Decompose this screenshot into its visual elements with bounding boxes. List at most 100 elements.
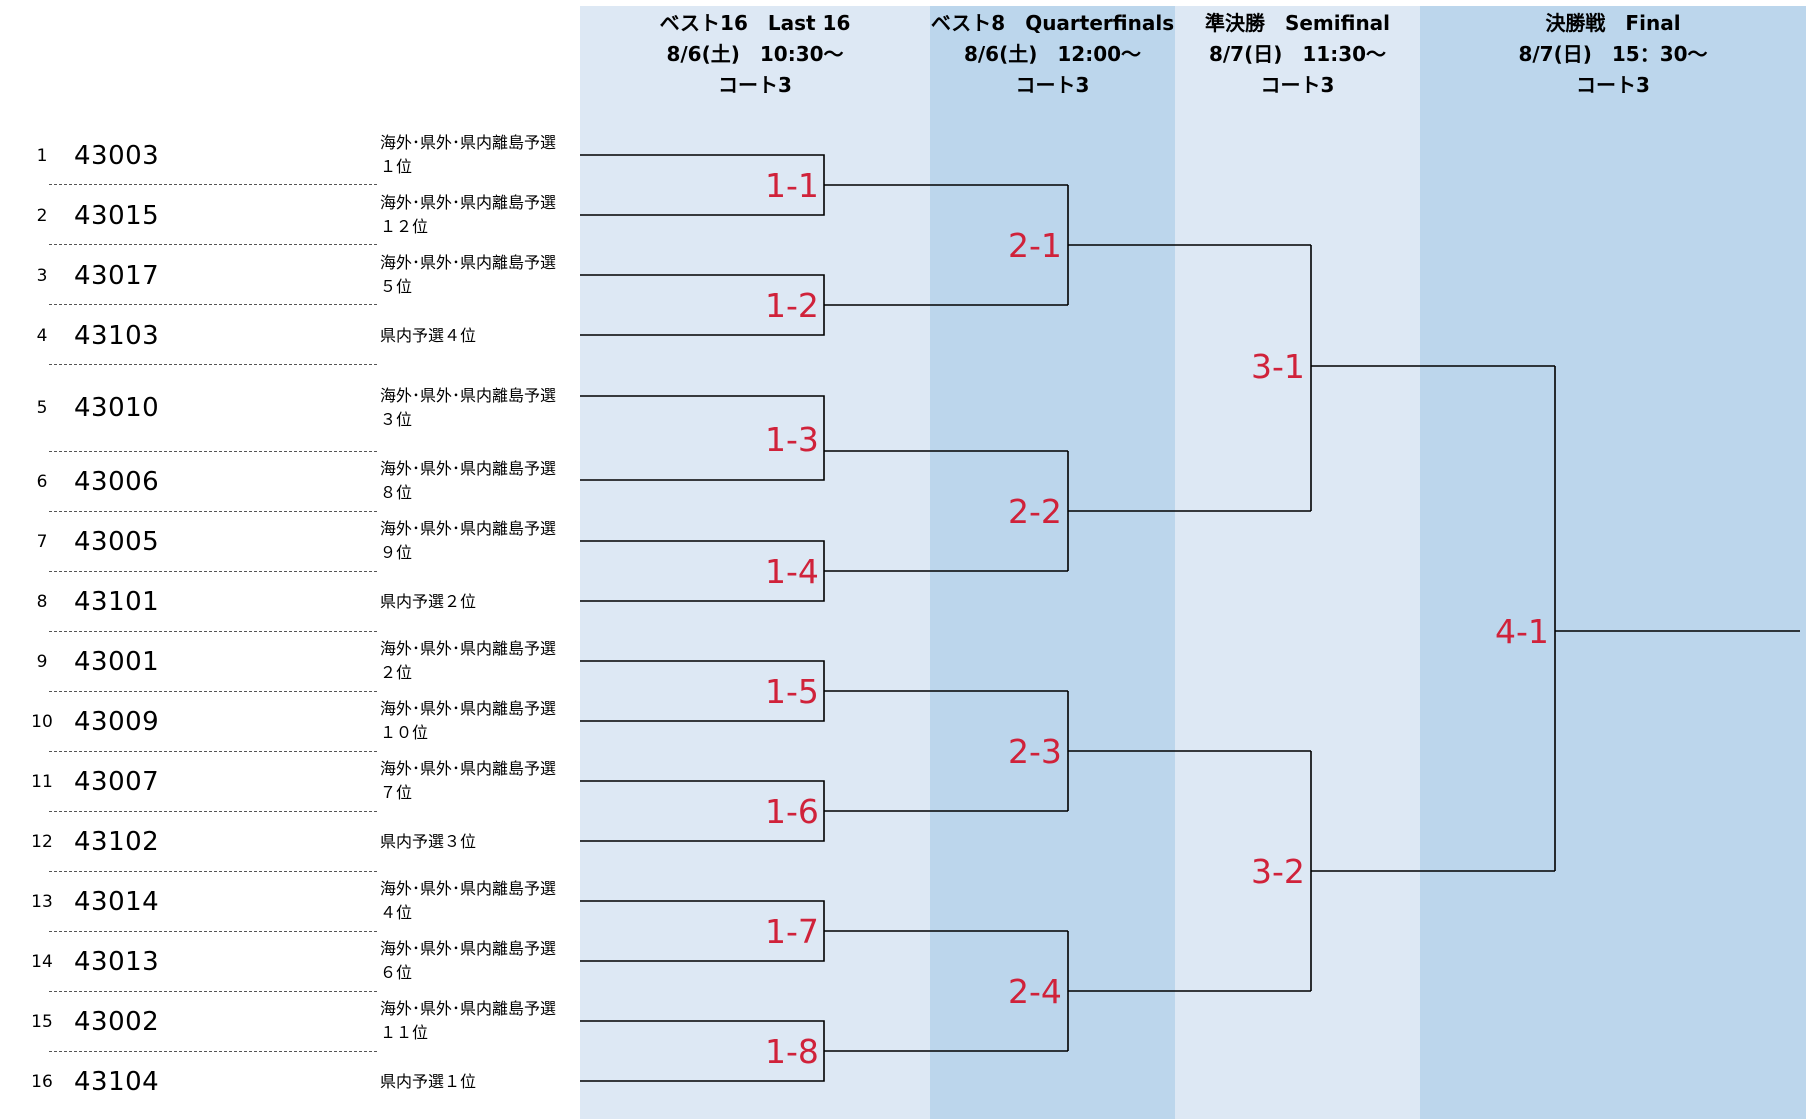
round-title: 決勝戦 Final	[1545, 11, 1681, 35]
qualification-line1: 県内予選３位	[380, 832, 477, 851]
match-label: 2-1	[1008, 226, 1062, 265]
round-datetime: 8/6(土) 10:30～	[666, 42, 844, 66]
qualification-line1: 海外･県外･県内離島予選	[380, 999, 557, 1018]
team-id: 43014	[74, 887, 160, 917]
round-title: ベスト16 Last 16	[659, 11, 851, 35]
qualification-line1: 県内予選１位	[380, 1072, 477, 1091]
qualification-line1: 海外･県外･県内離島予選	[380, 459, 557, 478]
row-separator	[49, 1051, 377, 1052]
team-id: 43001	[74, 647, 160, 677]
round-court: コート3	[1576, 73, 1650, 97]
qualification-line1: 県内予選２位	[380, 592, 477, 611]
team-id: 43003	[74, 141, 160, 171]
qualification-line1: 海外･県外･県内離島予選	[380, 253, 557, 272]
qualification-line2: １２位	[380, 217, 429, 236]
round-datetime: 8/6(土) 12:00～	[963, 42, 1142, 66]
row-separator	[49, 931, 377, 932]
seed-number: 9	[36, 652, 48, 672]
seed-number: 6	[36, 472, 48, 492]
match-label: 1-5	[765, 672, 819, 711]
match-label: 3-1	[1251, 347, 1305, 386]
match-label: 1-3	[765, 420, 819, 459]
row-separator	[49, 751, 377, 752]
row-separator	[49, 451, 377, 452]
qualification-line2: ７位	[380, 783, 413, 802]
round-court: コート3	[718, 73, 792, 97]
match-label: 2-3	[1008, 732, 1062, 771]
match-label: 1-6	[765, 792, 819, 831]
team-id: 43007	[74, 767, 160, 797]
round-datetime: 8/7(日) 11:30～	[1208, 42, 1387, 66]
seed-number: 7	[36, 532, 48, 552]
team-id: 43010	[74, 393, 160, 423]
round-header-last16: ベスト16 Last 16 8/6(土) 10:30～ コート3	[580, 8, 930, 101]
qualification-line1: 海外･県外･県内離島予選	[380, 639, 557, 658]
seed-number: 16	[31, 1072, 53, 1092]
row-separator	[49, 511, 377, 512]
qualification-line2: ５位	[380, 277, 413, 296]
row-separator	[49, 691, 377, 692]
round-column-semifinal	[1175, 6, 1420, 1119]
team-id: 43104	[74, 1067, 160, 1097]
row-separator	[49, 364, 377, 365]
seed-number: 12	[31, 832, 53, 852]
qualification-line2: ８位	[380, 483, 413, 502]
team-id: 43101	[74, 587, 160, 617]
row-separator	[49, 184, 377, 185]
seed-number: 10	[31, 712, 53, 732]
qualification-line1: 海外･県外･県内離島予選	[380, 939, 557, 958]
row-separator	[49, 871, 377, 872]
round-header-semifinal: 準決勝 Semifinal 8/7(日) 11:30～ コート3	[1175, 8, 1420, 101]
row-separator	[49, 571, 377, 572]
round-title: ベスト8 Quarterfinals	[930, 11, 1175, 35]
round-column-last16	[580, 6, 930, 1119]
qualification-line2: １１位	[380, 1023, 429, 1042]
team-id: 43102	[74, 827, 160, 857]
qualification-line1: 海外･県外･県内離島予選	[380, 699, 557, 718]
seed-number: 11	[31, 772, 53, 792]
match-label: 1-8	[765, 1032, 819, 1071]
qualification-line2: ４位	[380, 903, 413, 922]
qualification-line1: 海外･県外･県内離島予選	[380, 519, 557, 538]
round-court: コート3	[1260, 73, 1335, 97]
row-separator	[49, 304, 377, 305]
qualification-line1: 海外･県外･県内離島予選	[380, 133, 557, 152]
seed-number: 5	[36, 398, 48, 418]
round-header-quarterfinals: ベスト8 Quarterfinals 8/6(土) 12:00～ コート3	[930, 8, 1175, 101]
team-id: 43017	[74, 261, 160, 291]
team-id: 43013	[74, 947, 160, 977]
qualification-line1: 県内予選４位	[380, 326, 477, 345]
match-label: 1-2	[765, 286, 819, 325]
round-column-final	[1420, 6, 1806, 1119]
match-label: 2-4	[1008, 972, 1062, 1011]
seed-number: 1	[36, 146, 48, 166]
seed-number: 8	[36, 592, 48, 612]
seed-number: 14	[31, 952, 53, 972]
qualification-line1: 海外･県外･県内離島予選	[380, 759, 557, 778]
round-title: 準決勝 Semifinal	[1204, 11, 1391, 35]
match-label: 2-2	[1008, 492, 1062, 531]
round-court: コート3	[1015, 73, 1090, 97]
team-id: 43015	[74, 201, 160, 231]
seed-number: 3	[36, 266, 48, 286]
round-header-final: 決勝戦 Final 8/7(日) 15：30～ コート3	[1420, 8, 1806, 101]
team-id: 43103	[74, 321, 160, 351]
seed-number: 13	[31, 892, 53, 912]
match-label: 3-2	[1251, 852, 1305, 891]
team-id: 43009	[74, 707, 160, 737]
round-column-quarterfinals	[930, 6, 1175, 1119]
match-label: 1-4	[765, 552, 819, 591]
round-datetime: 8/7(日) 15：30～	[1518, 42, 1708, 66]
qualification-line2: ９位	[380, 543, 413, 562]
match-label: 1-1	[765, 166, 819, 205]
qualification-line1: 海外･県外･県内離島予選	[380, 879, 557, 898]
qualification-line2: １位	[380, 157, 413, 176]
row-separator	[49, 811, 377, 812]
match-label: 1-7	[765, 912, 819, 951]
row-separator	[49, 991, 377, 992]
row-separator	[49, 244, 377, 245]
qualification-line2: ３位	[380, 410, 413, 429]
seed-number: 15	[31, 1012, 53, 1032]
qualification-line2: ２位	[380, 663, 413, 682]
